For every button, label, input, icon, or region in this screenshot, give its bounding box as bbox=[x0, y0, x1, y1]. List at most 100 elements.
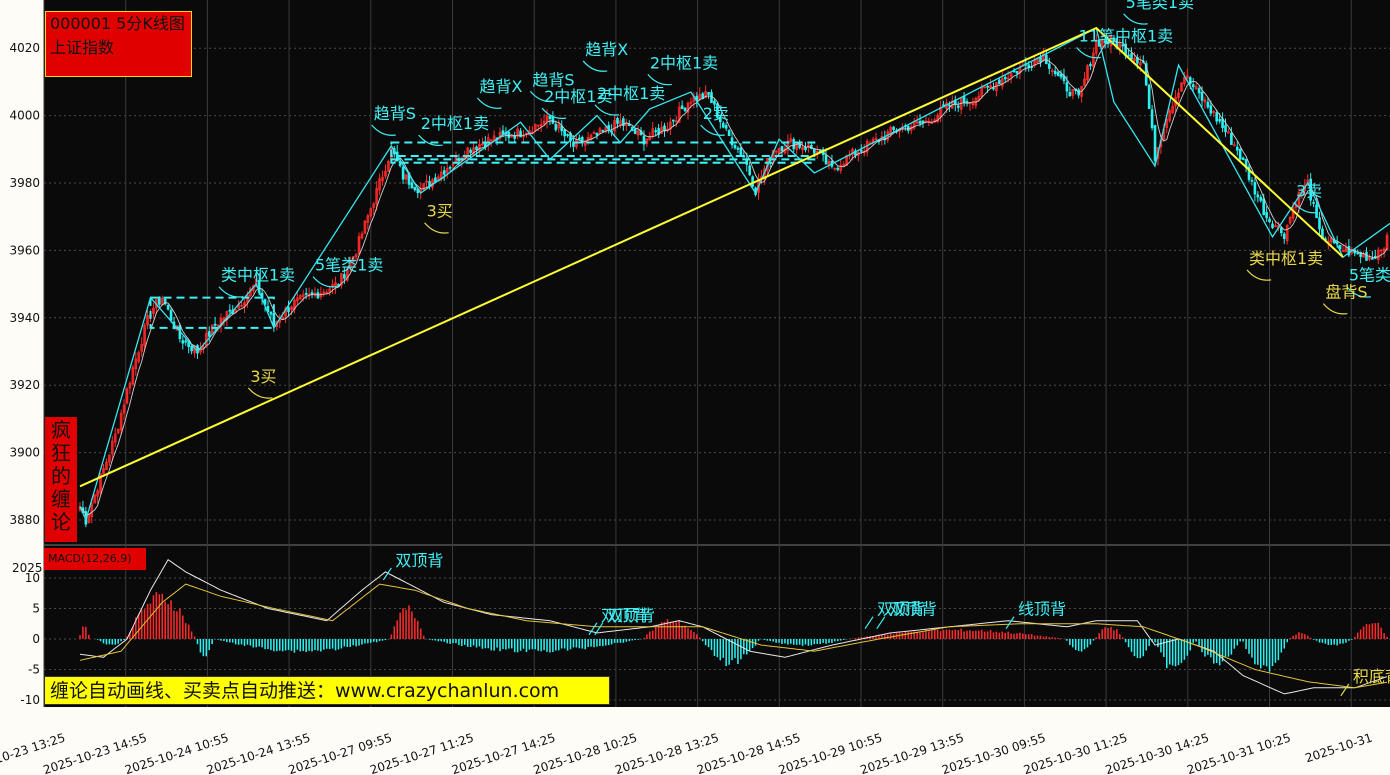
candle-body bbox=[1139, 62, 1142, 66]
candle-body bbox=[1156, 147, 1160, 159]
macd-dif-line bbox=[79, 558, 1388, 695]
candle-body bbox=[554, 123, 558, 131]
promo-banner[interactable]: 缠论自动画线、买卖点自动推送：www.crazychanlun.com bbox=[44, 676, 610, 705]
panel-cut-label: 2025 bbox=[12, 561, 43, 575]
candle-body bbox=[1118, 43, 1122, 49]
candle-body bbox=[1282, 233, 1286, 240]
candle-body bbox=[1347, 245, 1351, 256]
candle-body bbox=[1271, 223, 1274, 229]
candle-body bbox=[1056, 71, 1060, 76]
macd-annotation: 双顶背 bbox=[601, 606, 649, 625]
price-tick-label: 3920 bbox=[9, 378, 40, 392]
signal-annotation: 3卖 bbox=[1296, 181, 1322, 200]
macd-annotation: 双顶背 bbox=[877, 600, 925, 619]
candle-body bbox=[1015, 71, 1019, 74]
candle-body bbox=[642, 135, 646, 145]
brand-char: 狂 bbox=[51, 441, 71, 465]
candle-body bbox=[1100, 39, 1104, 49]
macd-annotation-arrow bbox=[594, 622, 604, 636]
candle-body bbox=[489, 139, 493, 142]
candle-body bbox=[1241, 157, 1245, 161]
annotation-arrow bbox=[1293, 202, 1319, 214]
chart-title: 000001 5分K线图 bbox=[46, 12, 191, 36]
candle-body bbox=[304, 292, 308, 295]
annotation-arrow bbox=[218, 286, 244, 298]
candle-body bbox=[545, 115, 549, 122]
candle-body bbox=[1136, 57, 1139, 64]
candle-body bbox=[1171, 105, 1174, 114]
candle-body bbox=[1177, 92, 1180, 99]
candle-body bbox=[1253, 182, 1257, 195]
candle-body bbox=[636, 130, 640, 136]
candle-body bbox=[510, 135, 514, 138]
candle-body bbox=[119, 412, 123, 431]
candle-body bbox=[354, 254, 358, 258]
candle-body bbox=[345, 268, 349, 281]
candle-body bbox=[1359, 251, 1362, 257]
macd-tick-label: -10 bbox=[20, 693, 40, 707]
candle-body bbox=[1165, 119, 1169, 128]
annotation-arrow bbox=[1076, 47, 1101, 59]
candle-body bbox=[478, 144, 481, 151]
candle-body bbox=[842, 164, 845, 166]
candle-body bbox=[1039, 56, 1042, 63]
candle-body bbox=[375, 187, 378, 205]
candle-body bbox=[986, 85, 989, 88]
annotation-arrow bbox=[647, 74, 672, 86]
candle-body bbox=[1168, 110, 1172, 121]
price-tick-label: 4020 bbox=[9, 41, 40, 55]
candle-body bbox=[169, 309, 173, 321]
candle-body bbox=[99, 473, 102, 494]
candle-body bbox=[533, 124, 537, 131]
candle-body bbox=[1230, 132, 1233, 145]
annotation-arrow bbox=[424, 222, 449, 234]
candle-body bbox=[348, 260, 352, 269]
candle-body bbox=[619, 120, 622, 126]
candle-body bbox=[719, 116, 722, 123]
candle-body bbox=[301, 294, 305, 297]
candle-body bbox=[733, 145, 737, 149]
candle-body bbox=[713, 100, 716, 105]
candle-body bbox=[1285, 224, 1289, 242]
candle-body bbox=[956, 105, 960, 108]
candle-body bbox=[513, 135, 517, 139]
candle-body bbox=[592, 132, 596, 135]
candle-body bbox=[1050, 70, 1054, 72]
candle-body bbox=[1215, 112, 1219, 122]
candle-body bbox=[689, 101, 693, 104]
candle-body bbox=[1280, 227, 1283, 234]
candle-body bbox=[325, 291, 329, 294]
candle-body bbox=[1368, 256, 1371, 260]
candle-body bbox=[381, 176, 384, 182]
candle-body bbox=[157, 296, 161, 305]
candle-body bbox=[739, 147, 743, 156]
time-tick-label: 2025-10-31 bbox=[1303, 731, 1374, 766]
price-tick-label: 3960 bbox=[9, 243, 40, 257]
candle-body bbox=[102, 468, 105, 474]
candle-body bbox=[1227, 131, 1230, 134]
candle-body bbox=[1130, 53, 1133, 60]
candle-body bbox=[548, 115, 552, 120]
price-tick-label: 3980 bbox=[9, 176, 40, 190]
candle-body bbox=[413, 187, 417, 191]
candle-body bbox=[1089, 63, 1092, 67]
candle-body bbox=[519, 130, 522, 138]
signal-annotation: 5笔类1卖 bbox=[315, 256, 383, 275]
candle-body bbox=[892, 126, 895, 130]
candle-body bbox=[578, 137, 581, 140]
signal-annotation: 类中枢1卖 bbox=[221, 266, 295, 285]
candle-body bbox=[1329, 237, 1333, 243]
candle-body bbox=[915, 121, 919, 124]
pivot-zone-box bbox=[390, 141, 816, 158]
candle-body bbox=[387, 161, 390, 172]
macd-annotation-arrow bbox=[876, 616, 886, 630]
candle-body bbox=[90, 503, 94, 518]
candle-body bbox=[1288, 216, 1292, 224]
candle-body bbox=[1250, 179, 1254, 182]
annotation-arrow bbox=[529, 90, 555, 103]
candle-body bbox=[962, 95, 966, 104]
candle-body bbox=[384, 170, 387, 177]
candle-body bbox=[1209, 105, 1213, 114]
candle-body bbox=[1133, 58, 1136, 62]
annotation-arrow bbox=[418, 134, 443, 146]
